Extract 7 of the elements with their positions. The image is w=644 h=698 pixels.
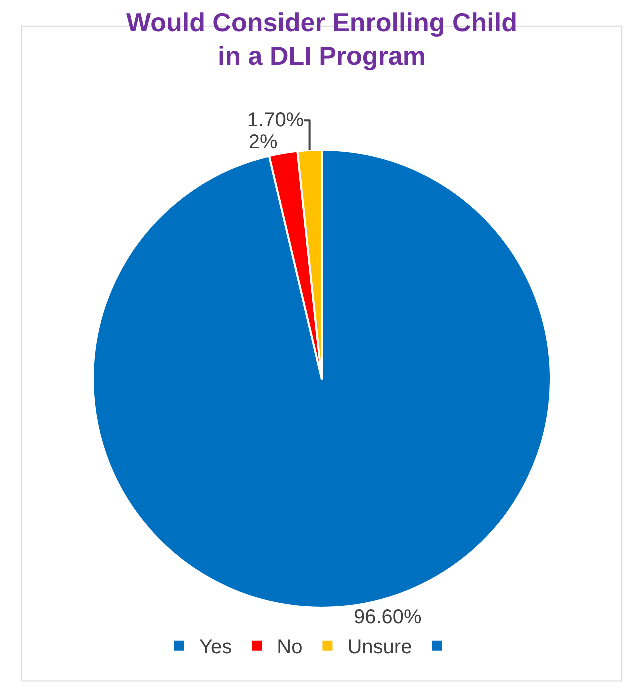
- legend-label: No: [277, 636, 303, 659]
- data-label: 1.70%: [247, 110, 304, 132]
- legend-label: Unsure: [348, 636, 412, 659]
- chart-title: Would Consider Enrolling Child in a DLI Program: [126, 7, 518, 72]
- legend-label: Yes: [200, 636, 232, 659]
- data-label: 2%: [248, 132, 278, 154]
- data-label: 96.60%: [354, 606, 422, 628]
